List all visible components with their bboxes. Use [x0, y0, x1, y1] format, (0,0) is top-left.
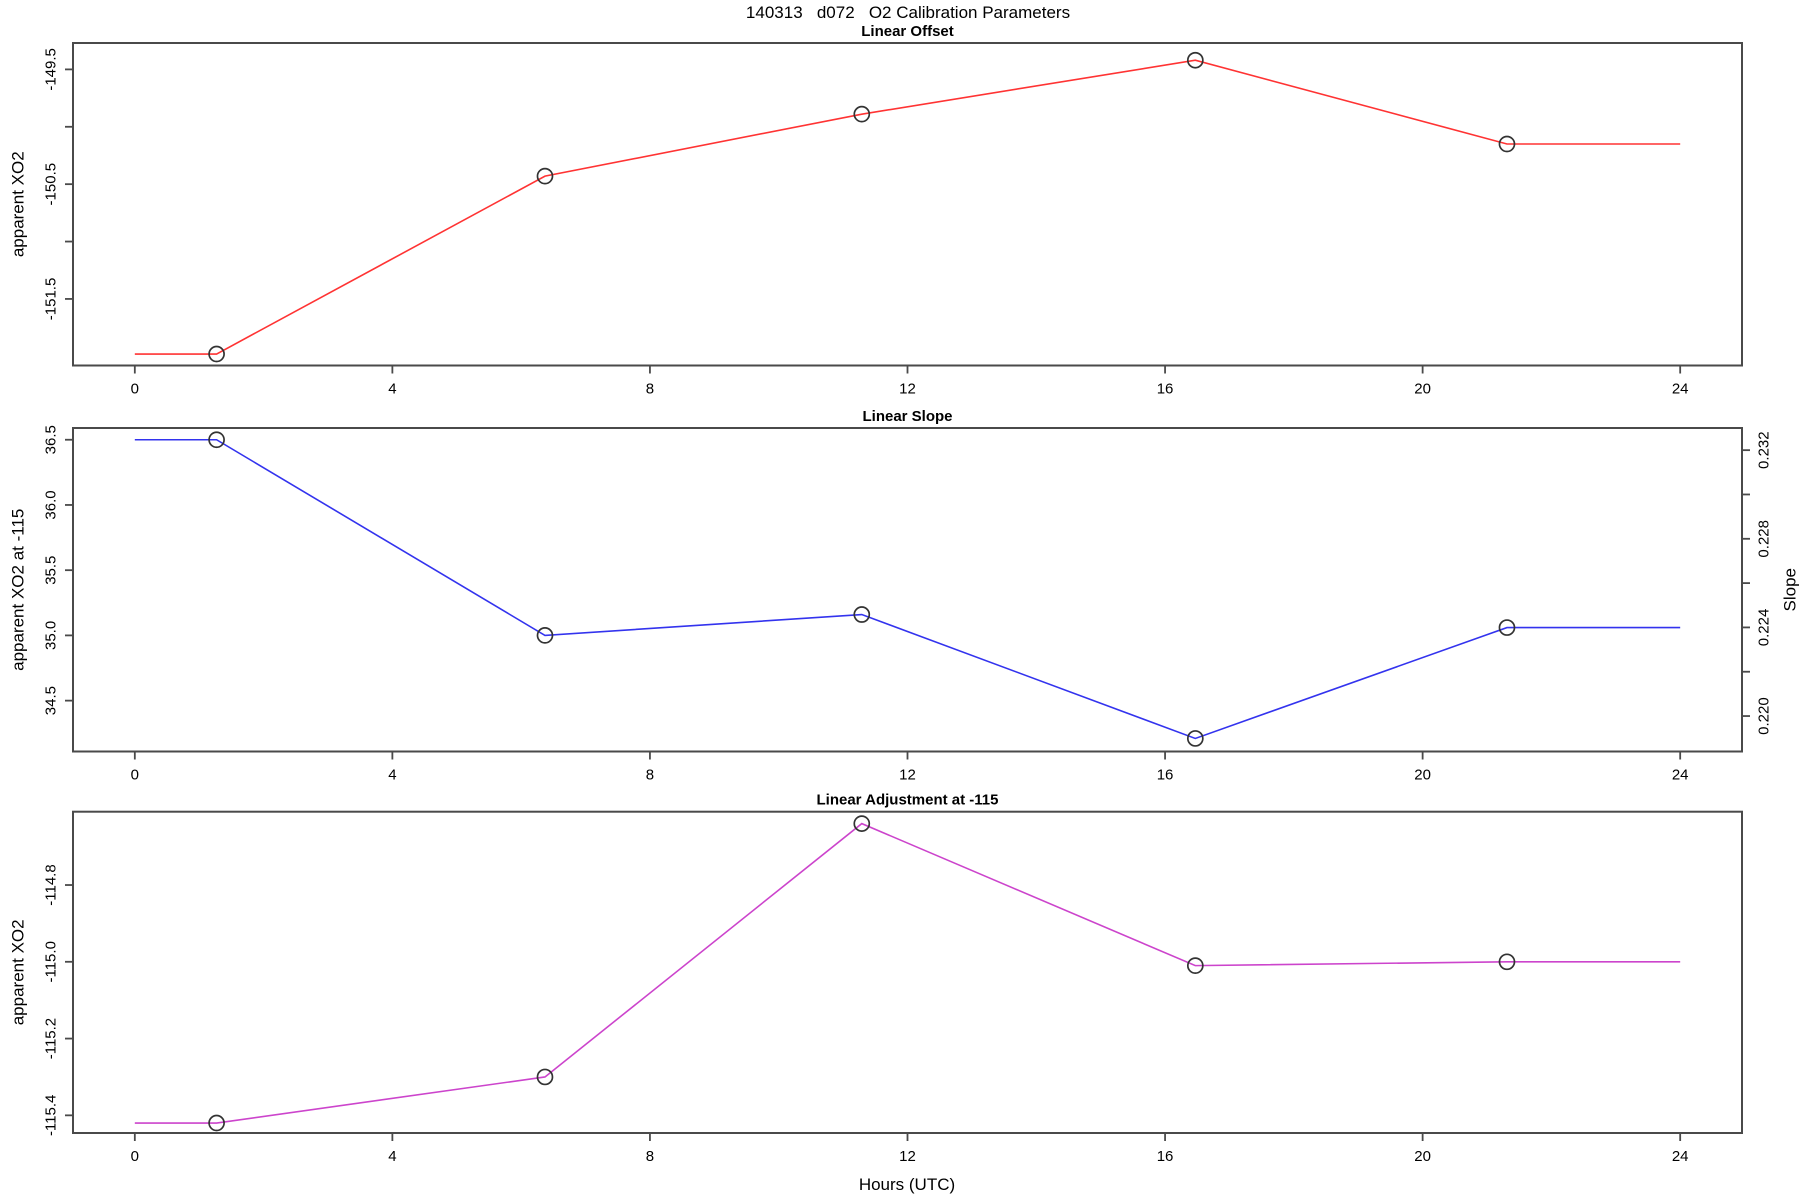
- y-tick-label: 36.5: [43, 425, 60, 454]
- x-tick-label: 4: [388, 1148, 396, 1165]
- x-tick-label: 16: [1157, 1148, 1174, 1165]
- right-y-axis-label: Slope: [1781, 568, 1800, 611]
- y-tick-label: 34.5: [43, 686, 60, 715]
- panel-3-point: [1498, 953, 1516, 971]
- x-tick-label: 12: [899, 381, 916, 398]
- y-axis-label: apparent XO2 at -115: [9, 509, 28, 671]
- panel-3-point: [536, 1068, 554, 1086]
- x-tick-label: 20: [1414, 1148, 1431, 1165]
- y-tick-label: 35.5: [43, 556, 60, 585]
- y-tick-label: -115.0: [43, 941, 60, 982]
- panel-2-point: [1186, 730, 1204, 747]
- panel-2-title: Linear Slope: [862, 408, 952, 425]
- x-tick-label: 16: [1157, 767, 1174, 784]
- panel-2-point: [853, 606, 871, 623]
- panel-1-title: Linear Offset: [861, 23, 954, 40]
- x-tick-label: 16: [1157, 381, 1174, 398]
- y-axis-label: apparent XO2: [9, 919, 28, 1025]
- panel-1-point: [853, 105, 871, 123]
- y-tick-label: -150.5: [43, 163, 60, 206]
- right-y-tick-label: 0.228: [1756, 520, 1773, 558]
- x-tick-label: 8: [646, 767, 654, 784]
- x-tick-label: 24: [1672, 1148, 1689, 1165]
- main-title: 140313 d072 O2 Calibration Parameters: [745, 3, 1071, 22]
- y-axis-label: apparent XO2: [9, 151, 28, 257]
- y-tick-label: -114.8: [43, 864, 60, 905]
- y-tick-label: -151.5: [43, 278, 60, 321]
- x-axis-label: Hours (UTC): [859, 1175, 955, 1194]
- right-y-tick-label: 0.224: [1756, 609, 1773, 647]
- panel-2-point: [536, 627, 554, 644]
- y-tick-label: -115.2: [43, 1018, 60, 1059]
- panel-3-title: Linear Adjustment at -115: [817, 792, 999, 809]
- panel-2-line: [134, 438, 1681, 740]
- x-tick-label: 0: [131, 1148, 139, 1165]
- panel-1-point: [1498, 135, 1516, 153]
- panel-1-point: [1186, 51, 1204, 69]
- x-tick-label: 0: [131, 767, 139, 784]
- x-tick-label: 0: [131, 381, 139, 398]
- y-tick-label: 35.0: [43, 621, 60, 650]
- x-tick-label: 4: [388, 767, 396, 784]
- x-tick-label: 4: [388, 381, 396, 398]
- panel-3-border: [72, 810, 1743, 1134]
- x-tick-label: 20: [1414, 767, 1431, 784]
- panel-2-point: [1498, 619, 1516, 636]
- panel-1-line: [134, 59, 1681, 355]
- panel-3-point: [853, 815, 871, 832]
- y-tick-label: 36.0: [43, 490, 60, 519]
- panel-3-line: [134, 822, 1681, 1124]
- right-y-tick-label: 0.220: [1756, 697, 1773, 735]
- x-tick-label: 24: [1672, 381, 1689, 398]
- x-tick-label: 12: [899, 767, 916, 784]
- y-tick-label: -149.5: [43, 48, 60, 91]
- panel-3-point: [208, 1114, 225, 1132]
- right-y-tick-label: 0.232: [1756, 431, 1773, 469]
- panel-2-border: [72, 427, 1743, 753]
- panel-1-point: [208, 345, 225, 363]
- x-tick-label: 8: [646, 381, 654, 398]
- y-tick-label: -115.4: [43, 1095, 60, 1136]
- panel-3-point: [1186, 957, 1204, 974]
- panel-2-point: [208, 431, 225, 449]
- x-tick-label: 8: [646, 1148, 654, 1165]
- x-tick-label: 24: [1672, 767, 1689, 784]
- x-tick-label: 12: [899, 1148, 916, 1165]
- panel-1-border: [72, 42, 1743, 367]
- x-tick-label: 20: [1414, 381, 1431, 398]
- panel-1-point: [536, 167, 554, 185]
